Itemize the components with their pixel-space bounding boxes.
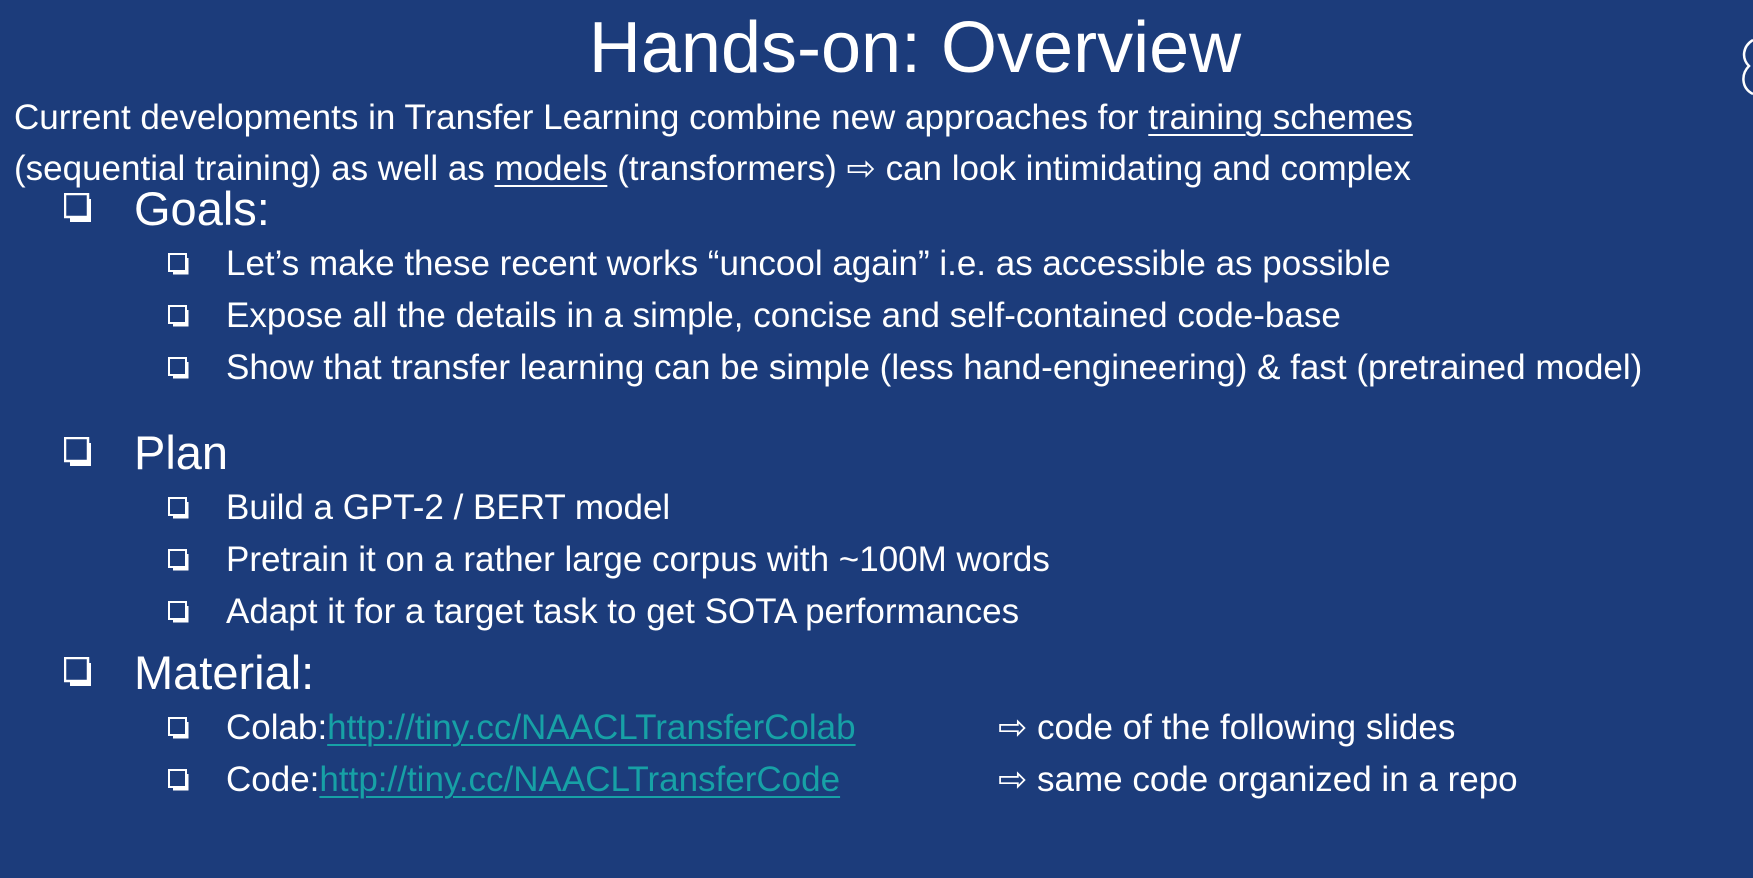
intro-line-1: Current developments in Transfer Learnin… xyxy=(14,92,1734,143)
goals-heading-row: Goals: xyxy=(64,178,1744,238)
goals-item-text: Show that transfer learning can be simpl… xyxy=(226,348,1643,387)
colab-note: ⇨ code of the following slides xyxy=(998,708,1456,747)
checkbox-icon xyxy=(168,357,190,379)
checkbox-icon xyxy=(64,437,94,467)
plan-item-text: Adapt it for a target task to get SOTA p… xyxy=(226,592,1020,631)
checkbox-icon xyxy=(168,253,190,275)
edge-decoration-icon xyxy=(1742,38,1753,96)
plan-heading: Plan xyxy=(134,425,229,479)
checkbox-icon xyxy=(168,305,190,327)
list-item: Show that transfer learning can be simpl… xyxy=(64,342,1744,394)
material-item-code: Code: http://tiny.cc/NAACLTransferCode ⇨… xyxy=(64,754,1744,806)
intro-paragraph: Current developments in Transfer Learnin… xyxy=(14,92,1734,194)
colab-label: Colab: xyxy=(226,708,328,747)
material-heading-row: Material: xyxy=(64,642,1744,702)
slide-title: Hands-on: Overview xyxy=(588,8,1242,88)
models-underlined: models xyxy=(494,149,608,188)
checkbox-icon xyxy=(64,193,94,223)
list-item: Pretrain it on a rather large corpus wit… xyxy=(64,534,1744,586)
list-item: Build a GPT-2 / BERT model xyxy=(64,482,1744,534)
checkbox-icon xyxy=(168,717,190,739)
goals-item-text: Let’s make these recent works “uncool ag… xyxy=(226,244,1391,283)
checkbox-icon xyxy=(168,601,190,623)
plan-item-text: Pretrain it on a rather large corpus wit… xyxy=(226,540,1050,579)
plan-item-text: Build a GPT-2 / BERT model xyxy=(226,488,671,527)
goals-item-text: Expose all the details in a simple, conc… xyxy=(226,296,1341,335)
code-note: ⇨ same code organized in a repo xyxy=(998,760,1518,799)
checkbox-icon xyxy=(168,769,190,791)
checkbox-icon xyxy=(168,497,190,519)
list-item: Expose all the details in a simple, conc… xyxy=(64,290,1744,342)
list-item: Let’s make these recent works “uncool ag… xyxy=(64,238,1744,290)
material-section: Material: Colab: http://tiny.cc/NAACLTra… xyxy=(64,642,1744,806)
list-item: Adapt it for a target task to get SOTA p… xyxy=(64,586,1744,638)
material-heading: Material: xyxy=(134,645,315,699)
material-item-colab: Colab: http://tiny.cc/NAACLTransferColab… xyxy=(64,702,1744,754)
goals-heading: Goals: xyxy=(134,181,270,235)
intro-line-2: (sequential training) as well as models … xyxy=(14,143,1734,194)
plan-heading-row: Plan xyxy=(64,422,1744,482)
plan-section: Plan Build a GPT-2 / BERT model Pretrain… xyxy=(64,422,1744,638)
intro-line-1-text: Current developments in Transfer Learnin… xyxy=(14,98,1149,137)
code-link[interactable]: http://tiny.cc/NAACLTransferCode xyxy=(319,760,841,799)
goals-section: Goals: Let’s make these recent works “un… xyxy=(64,178,1744,394)
colab-link[interactable]: http://tiny.cc/NAACLTransferColab xyxy=(327,708,856,747)
training-schemes-underlined: training schemes xyxy=(1148,98,1413,137)
intro-line-2-tail: (transformers) ⇨ can look intimidating a… xyxy=(607,149,1411,188)
intro-line-2-text: (sequential training) as well as xyxy=(14,149,495,188)
checkbox-icon xyxy=(168,549,190,571)
code-label: Code: xyxy=(226,760,320,799)
checkbox-icon xyxy=(64,657,94,687)
